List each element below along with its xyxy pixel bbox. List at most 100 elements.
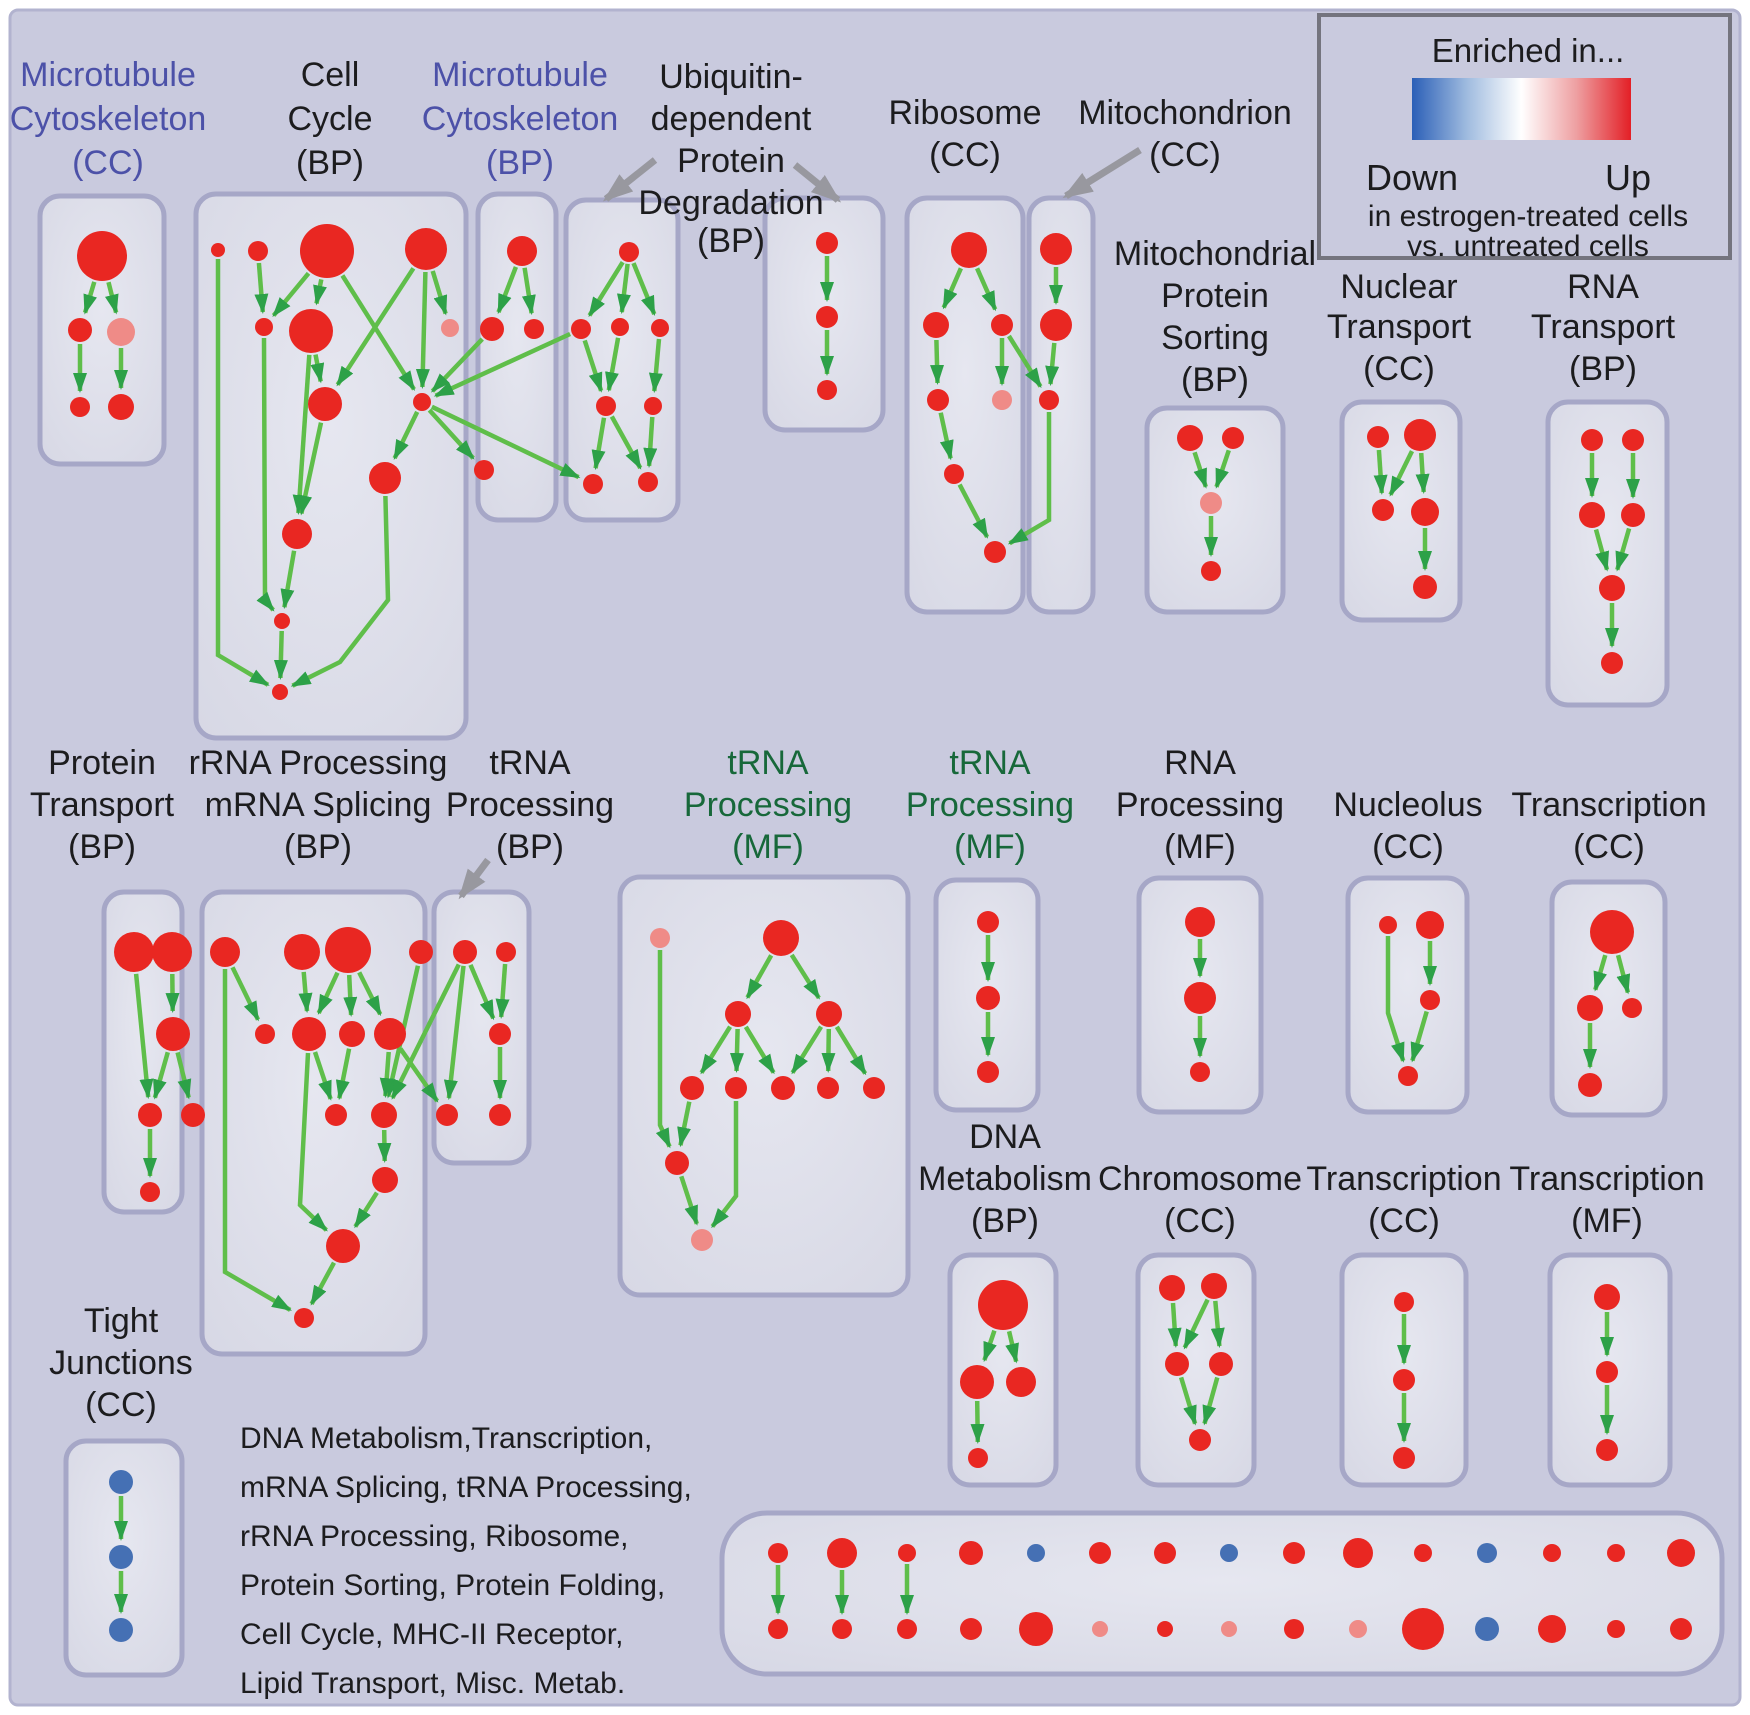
go-term-node [1599, 575, 1625, 601]
edge-arrow [310, 354, 325, 384]
go-term-node [951, 232, 987, 268]
edge-arrow [292, 354, 312, 515]
go-term-node [816, 232, 838, 254]
mitochondrion-cc-label: (CC) [1149, 136, 1221, 174]
go-term-node [1413, 575, 1437, 599]
mitochondrial-protein-sorting-bp-label: (BP) [1181, 361, 1249, 399]
go-term-node [1039, 390, 1059, 410]
go-term-node [644, 397, 662, 415]
go-term-node [1667, 1539, 1695, 1567]
microtubule-cytoskeleton-bp-label: Microtubule [432, 56, 608, 94]
go-term-node [960, 1365, 994, 1399]
go-term-node [1543, 1544, 1561, 1562]
legend-subtitle-1: in estrogen-treated cells [1368, 200, 1688, 233]
go-term-node [1416, 911, 1444, 939]
go-term-node [1040, 309, 1072, 341]
edge-arrow [789, 953, 821, 1000]
edge-arrow [298, 422, 324, 516]
edge-arrow [631, 262, 657, 316]
ubiquitin-dependent-protein-degradation-bp-label: Degradation [638, 184, 823, 222]
go-term-node [1209, 1352, 1233, 1376]
edge-arrow [298, 971, 313, 1014]
go-term-node [817, 380, 837, 400]
go-term-node [1343, 1538, 1373, 1568]
go-term-node [977, 1061, 999, 1083]
go-term-node [1089, 1542, 1111, 1564]
ubiquitin-dependent-protein-degradation-bp-label: dependent [651, 100, 812, 138]
go-term-node [1283, 1542, 1305, 1564]
chromosome-cc-box [1135, 1252, 1257, 1488]
edge-arrow [821, 1028, 836, 1073]
ribosome-cc-label: (CC) [929, 136, 1001, 174]
protein-transport-bp-label: Transport [30, 786, 175, 824]
nucleolus-cc-label: Nucleolus [1333, 786, 1482, 824]
transcription-cc-row2-label: Transcription [1511, 786, 1706, 824]
edge-arrow [398, 1047, 440, 1103]
edge-arrow [379, 1051, 394, 1099]
go-term-node [1367, 426, 1389, 448]
go-term-node [976, 986, 1000, 1010]
tight-junctions-cc-label: Tight [84, 1302, 159, 1340]
edge-arrow [254, 262, 269, 314]
edge-arrow [1202, 1376, 1220, 1426]
edge-arrow [975, 267, 998, 312]
microtubule-cytoskeleton-bp-label: Cytoskeleton [422, 100, 619, 138]
trna-processing-bp-label: tRNA [489, 744, 571, 782]
edge-arrow [415, 271, 430, 389]
edge-arrow [104, 281, 119, 315]
rna-transport-bp-label: (BP) [1569, 350, 1637, 388]
edge-arrow [790, 1025, 824, 1075]
go-term-node [1670, 1618, 1692, 1640]
edge-arrow [82, 281, 97, 315]
edge-arrow [1182, 1298, 1210, 1350]
go-term-node [768, 1543, 788, 1563]
go-term-node [1607, 1544, 1625, 1562]
edge-arrow [930, 339, 945, 385]
go-term-node [611, 318, 629, 336]
microtubule-cytoskeleton-cc-label: Microtubule [20, 56, 196, 94]
go-term-node [1185, 907, 1215, 937]
go-term-node [489, 1104, 511, 1126]
go-term-node [70, 397, 90, 417]
go-term-node [1393, 1447, 1415, 1469]
edge-arrow [677, 1101, 692, 1148]
edge-arrow [175, 1051, 192, 1100]
edge-arrow [377, 1129, 392, 1163]
go-term-node [436, 1104, 458, 1126]
go-term-node [480, 317, 504, 341]
go-term-node [1596, 1439, 1618, 1461]
edge-arrow [679, 1175, 699, 1226]
go-term-node [650, 928, 670, 948]
go-term-node [1184, 982, 1216, 1014]
go-term-node [1404, 419, 1436, 451]
go-term-node [1200, 492, 1222, 514]
edge-arrow [312, 1051, 333, 1101]
edge-arrow [430, 270, 448, 316]
chromosome-cc-label: (CC) [1164, 1202, 1236, 1240]
nuclear-transport-cc-box [1339, 399, 1463, 623]
go-term-node [1379, 916, 1397, 934]
tight-junctions-cc-label: (CC) [85, 1386, 157, 1424]
edge-arrow [1615, 527, 1632, 572]
edge-arrow [1593, 528, 1610, 572]
go-term-node [1190, 1062, 1210, 1082]
edge-arrow [1192, 451, 1208, 489]
edge-arrow [643, 416, 658, 468]
edge-arrow [1214, 449, 1231, 489]
go-term-node [1601, 652, 1623, 674]
summary-text-line: Protein Sorting, Protein Folding, [240, 1569, 665, 1602]
edge-arrow [729, 1028, 744, 1073]
go-term-node [863, 1077, 885, 1099]
edge-arrow [273, 630, 288, 680]
rna-processing-mf-label: (MF) [1164, 828, 1236, 866]
go-term-node [289, 309, 333, 353]
go-term-node [960, 1618, 982, 1640]
go-term-node [441, 319, 459, 337]
go-term-node [272, 684, 288, 700]
go-term-node [274, 613, 290, 629]
go-term-node [1157, 1621, 1173, 1637]
go-term-node [768, 1619, 788, 1639]
microtubule-cytoskeleton-bp-label: (BP) [486, 144, 554, 182]
go-term-node [371, 1102, 397, 1128]
go-term-node [292, 1017, 326, 1051]
